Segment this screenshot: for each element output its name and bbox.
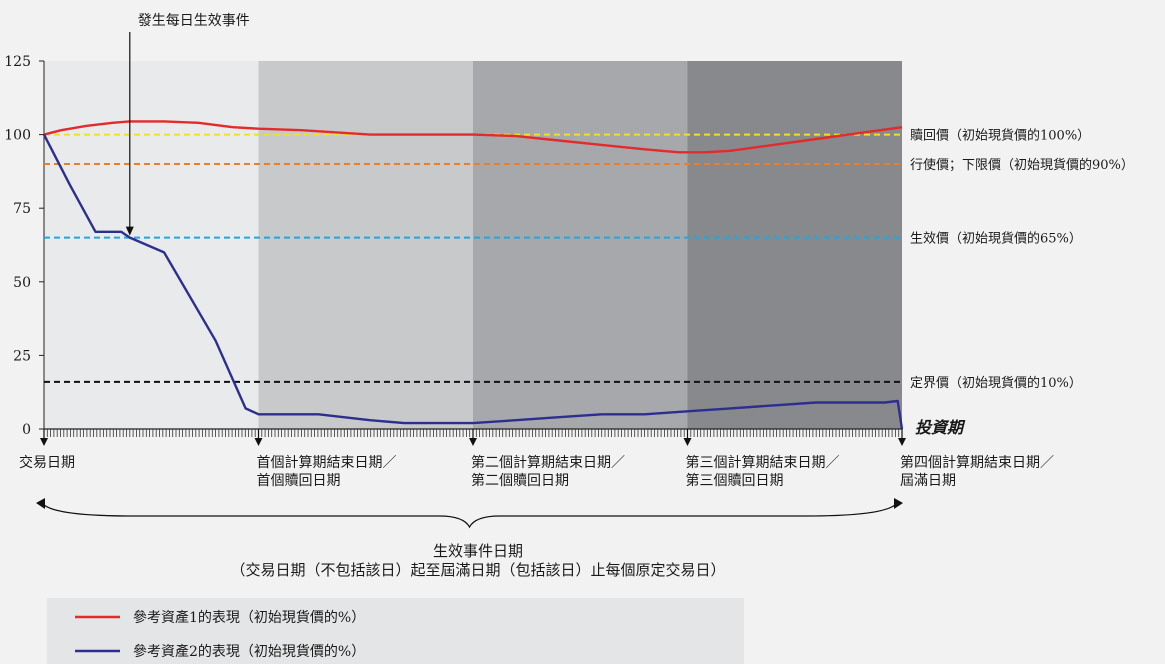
period-marker-label: 交易日期 xyxy=(19,454,75,471)
period-marker-label: 首個計算期結束日期／ xyxy=(257,455,397,471)
annotation-label: 發生每日生效事件 xyxy=(138,13,250,29)
legend-box xyxy=(47,598,744,664)
reference-line-label: 贖回價（初始現貨價的100%） xyxy=(910,128,1090,144)
period-marker-arrow xyxy=(683,438,692,446)
period-marker-arrow xyxy=(40,438,48,446)
period-band xyxy=(473,61,688,429)
period-marker-label: 屆滿日期 xyxy=(900,473,956,489)
span-subtitle: （交易日期（不包括該日）起至屆滿日期（包括該日）止每個原定交易日） xyxy=(230,561,725,579)
y-tick-label: 25 xyxy=(13,348,31,364)
reference-lines: 贖回價（初始現貨價的100%） 行使價；下限價（初始現貨價的90%） 生效價（初始現… xyxy=(44,128,1134,391)
y-axis: 0 25 50 75 100 125 xyxy=(4,54,45,438)
span-brace-right-arrow xyxy=(894,498,903,509)
span-title: 生效事件日期 xyxy=(433,542,523,560)
series-line xyxy=(43,120,903,154)
period-marker-label: 第三個贖回日期 xyxy=(686,472,784,489)
period-marker-arrow xyxy=(254,438,263,446)
y-tick-label: 50 xyxy=(13,275,31,291)
period-marker-arrow xyxy=(898,438,906,446)
y-tick-label: 125 xyxy=(4,54,31,70)
series-line xyxy=(42,134,904,430)
span-brace-left-arrow xyxy=(36,498,45,509)
reference-line-label: 生效價（初始現貨價的65%） xyxy=(910,231,1082,247)
period-marker-label: 首個贖回日期 xyxy=(257,473,341,489)
reference-line-label: 定界價（初始現貨價的10%） xyxy=(910,375,1082,391)
period-backgrounds xyxy=(44,61,902,429)
legend: 參考資產1的表現（初始現貨價的%） 參考資產2的表現（初始現貨價的%） xyxy=(47,598,744,664)
y-tick-label: 100 xyxy=(4,128,31,144)
legend-label: 參考資產1的表現（初始現貨價的%） xyxy=(133,609,365,626)
y-tick-label: 75 xyxy=(13,201,31,217)
annotation: 發生每日生效事件 xyxy=(125,13,250,236)
period-marker-label: 第二個計算期結束日期／ xyxy=(471,454,625,471)
period-band xyxy=(44,61,259,429)
reference-line-label: 行使價；下限價（初始現貨價的90%） xyxy=(910,157,1134,173)
period-marker-label: 第三個計算期結束日期／ xyxy=(686,454,840,471)
series-lines xyxy=(42,120,904,430)
period-band xyxy=(258,61,473,429)
legend-label: 參考資產2的表現（初始現貨價的%） xyxy=(133,643,365,660)
x-axis-title: 投資期 xyxy=(915,418,966,437)
period-marker-arrow xyxy=(469,438,477,446)
y-tick-label: 0 xyxy=(22,422,31,438)
period-marker-label: 第二個贖回日期 xyxy=(471,472,569,489)
span-brace: 生效事件日期（交易日期（不包括該日）起至屆滿日期（包括該日）止每個原定交易日） xyxy=(36,498,903,579)
period-marker-label: 第四個計算期結束日期／ xyxy=(900,454,1054,471)
span-brace-curve xyxy=(41,502,898,529)
annotation-arrowhead xyxy=(125,226,134,236)
period-band xyxy=(687,61,902,429)
